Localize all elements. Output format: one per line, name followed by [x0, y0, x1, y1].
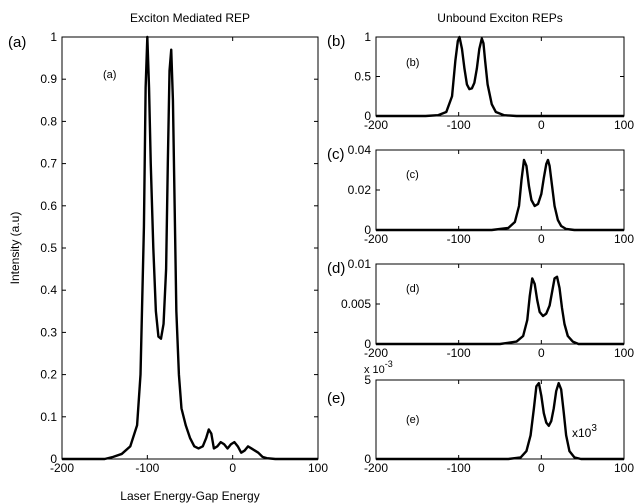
- y-tick-label: 0: [364, 452, 371, 466]
- panel-label-c: (c): [327, 146, 345, 163]
- y-tick-label: 0: [364, 109, 371, 123]
- y-tick-label: 0: [50, 452, 57, 466]
- y-tick-label: 0.2: [40, 368, 57, 382]
- plot-frame-a: [61, 36, 319, 460]
- plot-frame-b: [375, 36, 625, 117]
- series-line-c: [376, 158, 624, 232]
- x-tick-label: -100: [447, 461, 471, 475]
- y-tick-label: 0.7: [40, 157, 57, 171]
- panel-e: -200 -100 0 100 0 5 (e) (e) x 10-3 x103: [327, 359, 634, 475]
- x-tick-label: 0: [229, 461, 236, 475]
- panel-b: -200 -100 0 100 0 0.5 1 (b) (b) Unbound Exciton R…: [327, 11, 634, 132]
- plot-frame-c: [375, 149, 625, 231]
- y-tick-label: 0: [364, 337, 371, 351]
- x-tick-label: -100: [447, 118, 471, 132]
- y-tick-label: 0.8: [40, 114, 57, 128]
- panel-label-b: (b): [327, 33, 345, 50]
- panel-a: -200 -100 0 100 0 0.1 0.2 0.3 0.4 0.5 0.6 0.7 0.8 0.9…: [8, 11, 328, 503]
- series-line-e: [376, 381, 624, 461]
- x-tick-label: 0: [538, 461, 545, 475]
- series-line-d: [376, 275, 624, 346]
- panel-label-d: (d): [327, 260, 345, 277]
- y-exponent-label: x 10-3: [364, 359, 393, 376]
- y-tick-label: 1: [50, 30, 57, 44]
- x-tick-label: 0: [538, 118, 545, 132]
- x-tick-label: -200: [50, 461, 74, 475]
- x-tick-label: 100: [308, 461, 328, 475]
- x-tick-label: 100: [614, 232, 634, 246]
- y-tick-label: 0.005: [341, 297, 371, 311]
- scale-annotation: x103: [572, 423, 597, 440]
- x-tick-label: 0: [538, 346, 545, 360]
- plot-frame-d: [375, 263, 625, 345]
- series-line-a: [62, 35, 318, 461]
- chart-title-b: Unbound Exciton REPs: [437, 11, 562, 25]
- x-tick-label: -200: [364, 232, 388, 246]
- panel-label-a: (a): [8, 34, 26, 51]
- y-tick-label: 0.5: [354, 70, 371, 84]
- y-tick-label: 0.4: [40, 283, 57, 297]
- x-tick-label: -100: [447, 232, 471, 246]
- x-tick-label: -200: [364, 346, 388, 360]
- y-tick-label: 0.1: [40, 410, 57, 424]
- y-tick-label: 0.3: [40, 325, 57, 339]
- y-tick-label: 0.6: [40, 199, 57, 213]
- x-tick-label: -200: [364, 461, 388, 475]
- x-tick-label: -100: [135, 461, 159, 475]
- y-tick-label: 1: [364, 30, 371, 44]
- x-tick-label: -200: [364, 118, 388, 132]
- y-tick-label: 0.04: [348, 143, 372, 157]
- y-tick-label: 5: [364, 373, 371, 387]
- inner-label-c: (c): [406, 169, 419, 181]
- scale-annotation-base: x10: [572, 426, 592, 440]
- series-line-b: [376, 35, 624, 118]
- inner-label-b: (b): [406, 57, 419, 69]
- y-axis-label: Intensity (a.u): [8, 212, 22, 285]
- inner-label-a: (a): [103, 69, 116, 81]
- x-tick-label: 100: [614, 118, 634, 132]
- y-tick-label: 0.5: [40, 241, 57, 255]
- y-exponent-base: x 10: [364, 364, 385, 376]
- y-exponent-power: -3: [385, 359, 393, 369]
- panel-label-e: (e): [327, 390, 345, 407]
- y-tick-label: 0.01: [348, 257, 372, 271]
- chart-title-a: Exciton Mediated REP: [130, 11, 250, 25]
- y-tick-label: 0.9: [40, 72, 57, 86]
- x-axis-label: Laser Energy-Gap Energy: [120, 489, 259, 503]
- x-tick-label: 100: [614, 461, 634, 475]
- x-tick-label: 0: [538, 232, 545, 246]
- inner-label-e: (e): [406, 414, 419, 426]
- x-tick-label: 100: [614, 346, 634, 360]
- y-tick-label: 0: [364, 223, 371, 237]
- y-tick-label: 0.02: [348, 183, 372, 197]
- x-tick-label: -100: [447, 346, 471, 360]
- scale-annotation-power: 3: [591, 423, 597, 434]
- inner-label-d: (d): [406, 283, 419, 295]
